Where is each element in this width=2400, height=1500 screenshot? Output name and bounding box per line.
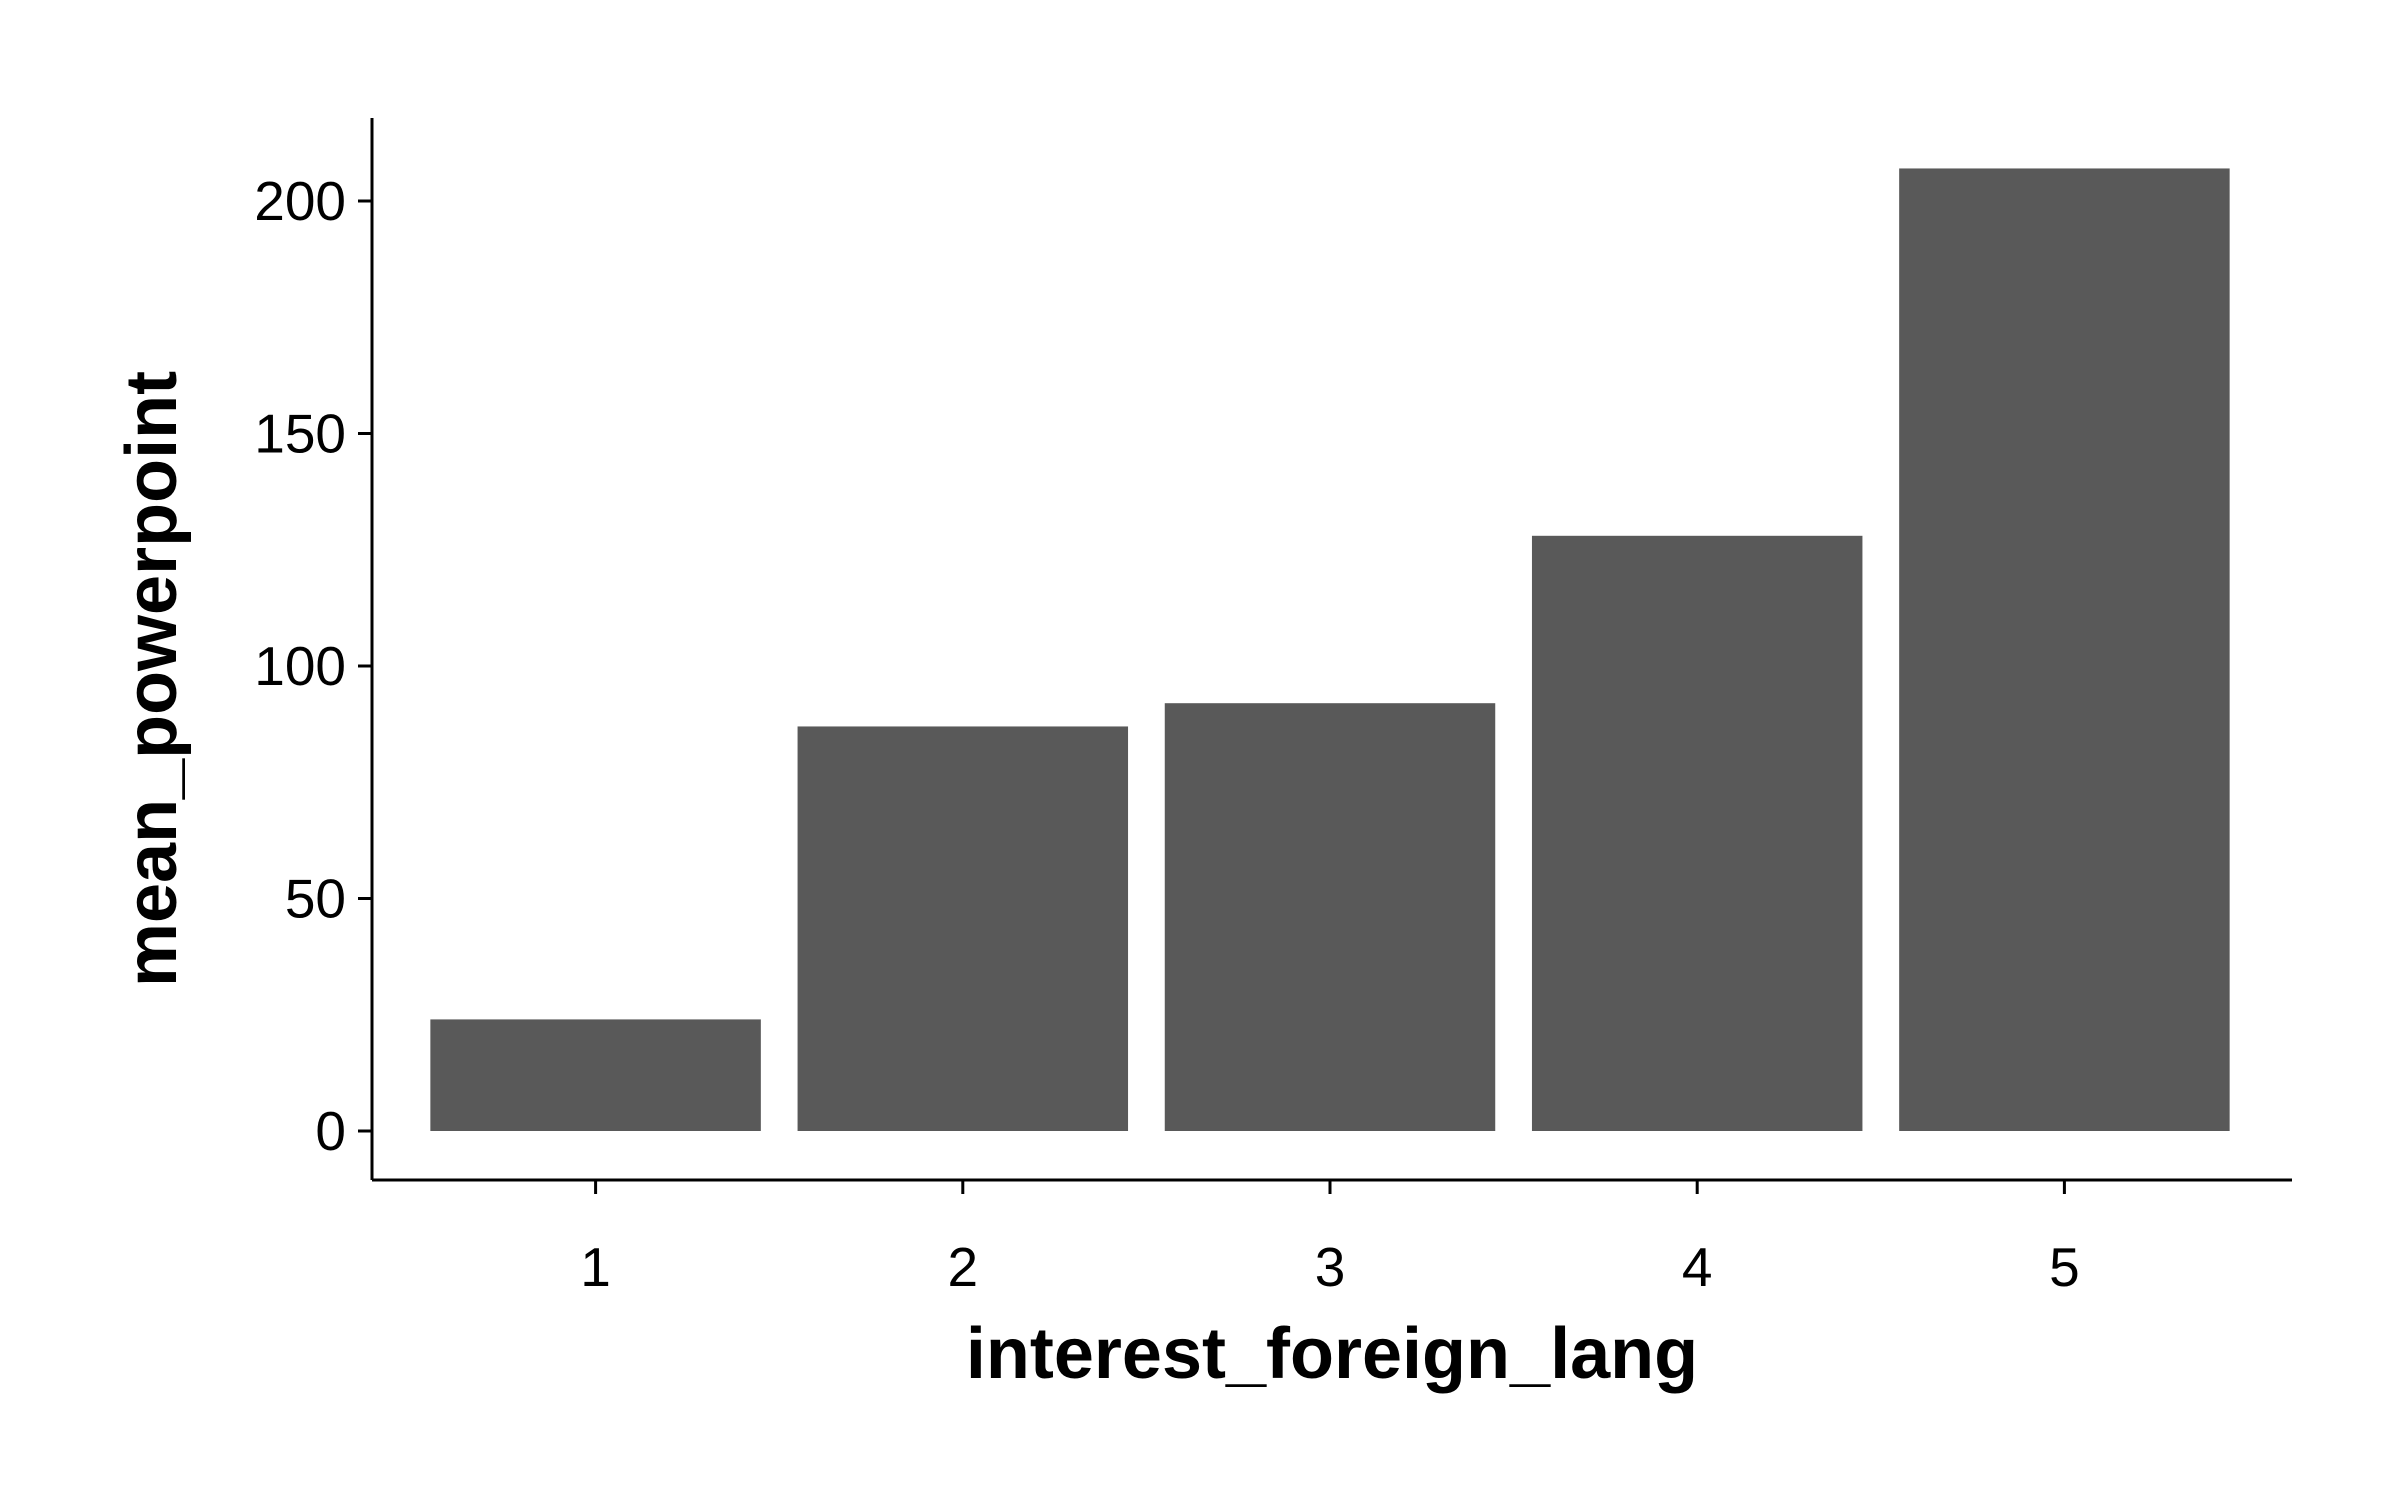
bar-3: [1164, 703, 1496, 1131]
y-tick-label: 50: [285, 868, 346, 930]
bar-4: [1531, 535, 1863, 1131]
y-axis-title: mean_powerpoint: [112, 371, 192, 987]
x-tick-label: 4: [1682, 1236, 1713, 1298]
x-axis-title: interest_foreign_lang: [966, 1314, 1698, 1394]
x-tick-label: 1: [580, 1236, 611, 1298]
x-tick-label: 2: [948, 1236, 979, 1298]
y-tick-label: 200: [254, 170, 346, 232]
y-tick-label: 150: [254, 403, 346, 465]
bar-2: [797, 726, 1129, 1131]
x-tick-label: 5: [2049, 1236, 2080, 1298]
y-tick-label: 0: [315, 1100, 346, 1162]
y-ticks-layer: 0 50 100 150 200: [254, 170, 372, 1162]
y-tick-label: 100: [254, 635, 346, 697]
bar-1: [430, 1019, 761, 1131]
x-tick-label: 3: [1315, 1236, 1346, 1298]
bars-layer: [430, 168, 2230, 1131]
x-ticks-layer: 1 2 3 4 5: [580, 1180, 2080, 1298]
bar-5: [1899, 168, 2230, 1131]
